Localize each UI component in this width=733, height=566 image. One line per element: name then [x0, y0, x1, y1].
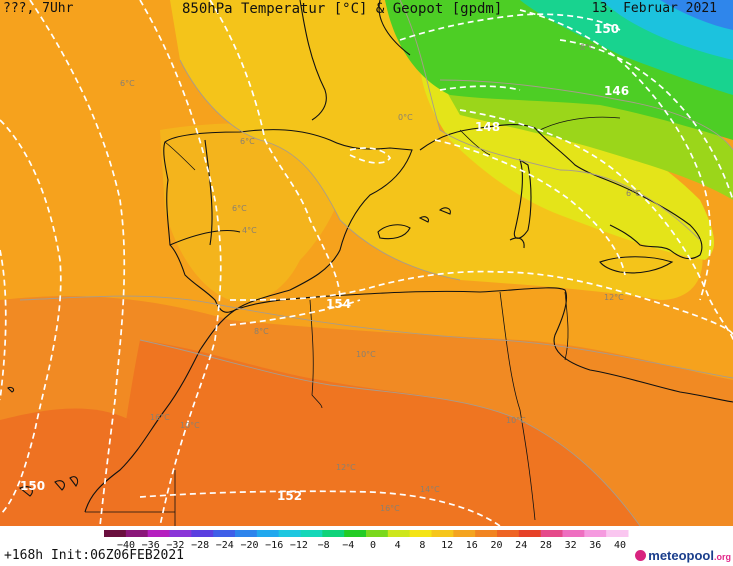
color-scale-swatch [366, 530, 389, 537]
isotherm-label: 8°C [254, 327, 269, 336]
isotherm-label: 10°C [506, 416, 526, 425]
color-scale-swatch [104, 530, 127, 537]
color-scale-swatch [278, 530, 301, 537]
color-scale-tick: 4 [395, 540, 401, 550]
isohypse-lines [0, 0, 733, 526]
color-scale-swatch [431, 530, 454, 537]
isotherm-label: 6°C [240, 137, 255, 146]
color-scale-tick: 8 [419, 540, 425, 550]
isohypse-label: 148 [475, 120, 500, 134]
color-scale-swatch [344, 530, 367, 537]
valid-date: 13. Februar 2021 [591, 1, 717, 16]
map-footer: −40 −36 −32 −28 −24 −20 −16 −12 −8 −4 0 4 8 12 16 20 24 2… [0, 526, 733, 566]
brand-logo[interactable]: meteopool.org [635, 548, 731, 563]
isotherm-label: 16°C [150, 413, 170, 422]
color-scale-tick: −40 [117, 540, 135, 550]
isotherm-label: 4°C [242, 226, 257, 235]
color-scale-swatch [191, 530, 214, 537]
color-scale-swatch [562, 530, 585, 537]
color-scale-tick: 20 [490, 540, 502, 550]
init-time-label: +168h Init:06Z06FEB2021 [4, 548, 185, 563]
color-scale-swatch [497, 530, 520, 537]
color-scale-swatch [518, 530, 542, 537]
isotherm-label: 12°C [336, 463, 356, 472]
isohypse-label: 152 [277, 489, 302, 503]
isotherm-labels: 6°C 8°C 6°C 6°C 4°C 0°C 6°C 8°C 10°C 10°… [120, 43, 641, 513]
color-scale-swatch [125, 530, 149, 537]
map-header: ???, 7Uhr 850hPa Temperatur [°C] & Geopo… [0, 0, 733, 18]
color-scale-tick: −24 [216, 540, 234, 550]
color-scale-swatch [213, 530, 236, 537]
color-scale-tick: −8 [318, 540, 330, 550]
color-scale-swatch [453, 530, 476, 537]
map-title: 850hPa Temperatur [°C] & Geopot [gpdm] [182, 1, 503, 17]
temperature-field-hot-sahara [110, 340, 640, 526]
color-scale-swatch [387, 530, 411, 537]
isotherm-label: 6°C [120, 79, 135, 88]
isotherm-label: 0°C [398, 113, 413, 122]
brand-name: meteopool [648, 548, 714, 563]
isohypse-label: 146 [604, 84, 629, 98]
color-scale-tick: −16 [265, 540, 283, 550]
color-scale-swatch [256, 530, 280, 537]
color-scale-tick: −32 [166, 540, 184, 550]
forecast-day-label: ???, 7Uhr [3, 1, 74, 16]
color-scale-swatch [409, 530, 432, 537]
color-scale-swatch [169, 530, 192, 537]
isohypse-label: 154 [326, 297, 351, 311]
temperature-field-hot-west [0, 408, 130, 526]
isotherm-label: 14°C [420, 485, 440, 494]
color-scale-tick: −4 [342, 540, 354, 550]
color-scale-swatch [475, 530, 498, 537]
color-scale-tick: 0 [370, 540, 376, 550]
color-scale-swatch [584, 530, 607, 537]
logo-icon [635, 550, 647, 561]
color-scale-swatch [300, 530, 323, 537]
isotherm-lines [19, 0, 733, 526]
color-scale-tick: 36 [589, 540, 601, 550]
color-scale-swatch [606, 530, 629, 537]
color-scale-bar: −40 −36 −32 −28 −24 −20 −16 −12 −8 −4 0 4 8 12 16 20 24 2… [104, 530, 629, 550]
color-scale-tick: −36 [142, 540, 160, 550]
weather-map: 150 148 146 154 152 150 6°C 8°C 6°C 6°C … [0, 0, 733, 526]
color-scale-tick: −12 [290, 540, 308, 550]
color-scale-swatch [147, 530, 170, 537]
color-scale-tick: 32 [565, 540, 577, 550]
color-scale-swatch [235, 530, 258, 537]
color-scale-tick: 12 [441, 540, 453, 550]
isotherm-label: 10°C [180, 421, 200, 430]
isotherm-label: 10°C [356, 350, 376, 359]
color-scale-tick: 16 [466, 540, 478, 550]
temperature-field-blue [660, 0, 733, 30]
isotherm-label: 12°C [604, 293, 624, 302]
isohypse-labels: 150 148 146 154 152 150 [20, 22, 629, 503]
isotherm-label: 8°C [580, 43, 595, 52]
temperature-field-yellow [170, 0, 703, 300]
color-scale-tick: −20 [240, 540, 258, 550]
isotherm-label: 6°C [626, 189, 641, 198]
color-scale-swatch [540, 530, 563, 537]
isotherm-label: 6°C [232, 204, 247, 213]
isohypse-label: 150 [594, 22, 619, 36]
color-scale-tick: 24 [515, 540, 527, 550]
color-scale-tick: 40 [614, 540, 626, 550]
country-borders [85, 116, 621, 526]
color-scale-tick: −28 [191, 540, 209, 550]
isotherm-label: 16°C [380, 504, 400, 513]
color-scale-swatch [322, 530, 345, 537]
brand-tld: .org [714, 552, 731, 562]
isohypse-label: 150 [20, 479, 45, 493]
color-scale-tick: 28 [540, 540, 552, 550]
